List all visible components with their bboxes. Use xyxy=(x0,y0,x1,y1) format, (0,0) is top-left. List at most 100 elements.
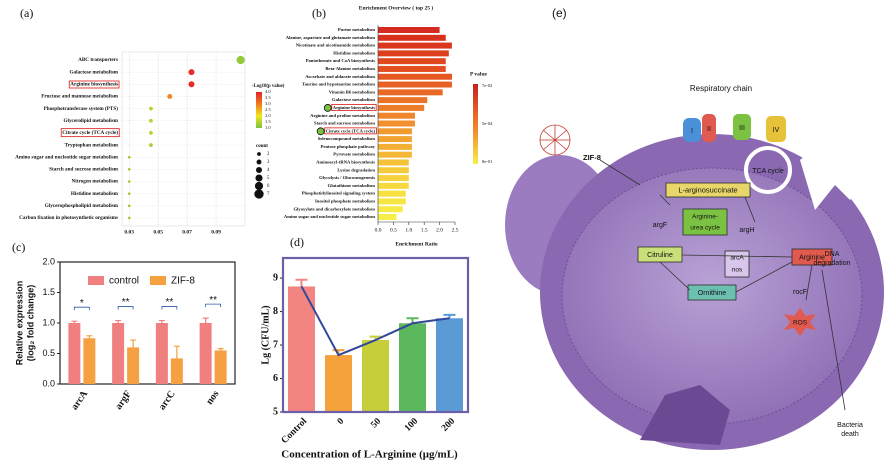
x-tick-label: 2.5 xyxy=(452,227,459,233)
node-label: L-arginosuccinate xyxy=(678,185,737,194)
dot xyxy=(127,155,131,159)
category-label: Pyruvate metabolism xyxy=(333,152,375,157)
legend-title: count xyxy=(256,144,268,149)
y-tick-label: 6 xyxy=(273,373,278,384)
tca-ring xyxy=(744,146,792,194)
pathway-arrows xyxy=(599,159,846,411)
dot xyxy=(149,131,153,135)
dot xyxy=(127,204,131,208)
category-label: Galactose metabolism xyxy=(332,97,375,102)
colorbar-tick-label: 1.5 xyxy=(265,119,271,124)
y-tick-label: 1.0 xyxy=(42,317,55,327)
size-legend-dot xyxy=(257,152,261,156)
node-label: Arginine xyxy=(799,254,825,261)
bar xyxy=(378,50,449,57)
bar xyxy=(378,182,409,189)
x-tick-label: 0.5 xyxy=(390,227,397,233)
category-label: Arginine biosynthesis xyxy=(70,81,118,87)
dot xyxy=(149,143,153,147)
error-bar xyxy=(202,317,209,328)
size-legend-label: 7 xyxy=(267,192,270,197)
legend-swatch xyxy=(150,276,166,285)
trend-line xyxy=(300,285,450,357)
x-tick-label: 0.03 xyxy=(124,229,134,235)
size-legend-dot xyxy=(256,167,262,173)
category-label: Glutathione metabolism xyxy=(328,183,376,188)
dna-label: DNA xyxy=(825,251,840,258)
y-axis-label: Lg (CFU/mL) xyxy=(260,305,271,364)
colorbar xyxy=(256,92,262,128)
x-axis-label: Enrichment Ratio xyxy=(395,241,438,247)
enzyme-label: nos xyxy=(732,267,743,274)
category-label: Citrate cycle (TCA cycle) xyxy=(62,129,118,136)
significance-label: ** xyxy=(209,295,217,306)
bar xyxy=(378,65,446,72)
y-tick-label: 1.5 xyxy=(42,287,55,297)
x-tick-label: 1.0 xyxy=(405,227,412,233)
tca-label: TCA cycle xyxy=(752,168,784,175)
urea-cycle-box xyxy=(682,208,728,236)
bar xyxy=(378,136,412,143)
dna-label: degradation xyxy=(814,260,851,267)
enzyme-label: arcA xyxy=(730,255,744,262)
colorbar-tick-label: 3.5 xyxy=(265,95,271,100)
category-label: Glycerolipid metabolism xyxy=(63,118,118,124)
bar xyxy=(378,58,446,65)
panel-label: (d) xyxy=(290,235,304,249)
size-legend-label: 3 xyxy=(267,160,270,165)
x-tick-label: 0 xyxy=(336,416,347,427)
node-label: urea cycle xyxy=(690,225,720,232)
bar xyxy=(378,112,415,119)
size-legend-label: 6 xyxy=(267,184,270,189)
category-label: Glycolysis / Gluconeogenesis xyxy=(319,175,375,180)
category-label: Histidine metabolism xyxy=(71,191,119,197)
bar xyxy=(378,120,415,127)
dot xyxy=(127,168,131,171)
bar xyxy=(378,206,403,213)
ros-burst xyxy=(784,308,816,336)
x-tick-label: arcC xyxy=(157,389,178,412)
y-tick-label: 0.5 xyxy=(42,348,55,358)
ornithine-box xyxy=(687,284,737,301)
significance-bracket xyxy=(117,306,134,310)
bar xyxy=(378,27,440,33)
bar xyxy=(436,318,463,412)
bar xyxy=(378,104,425,111)
dot xyxy=(149,118,153,123)
category-label: Ascorbate and aldarate metabolism xyxy=(305,74,375,79)
colorbar-tick-label: 2.0 xyxy=(265,113,271,118)
colorbar-tick-label: 1.0 xyxy=(265,125,271,130)
dot xyxy=(236,55,245,65)
category-label: Carbon fixation in photosynthetic organi… xyxy=(19,215,118,221)
death-label: Bacteria xyxy=(837,422,863,429)
plot-frame xyxy=(121,51,246,227)
complex-label: II xyxy=(707,126,711,133)
significance-label: ** xyxy=(122,297,130,308)
bar xyxy=(378,73,452,80)
highlight-box xyxy=(331,104,377,111)
bar xyxy=(325,355,352,412)
panel-c: (c) 0.0 0.5 1.0 1.5 2.0 Relative expression (lo… xyxy=(12,240,236,412)
error-bar xyxy=(86,335,93,341)
bar xyxy=(378,34,446,41)
highlight-marker xyxy=(323,104,332,112)
x-tick-label: Control xyxy=(280,416,310,446)
legend-label: control xyxy=(109,276,139,287)
category-label: Galactose metabolism xyxy=(69,69,118,75)
category-label: Arginine biosynthesis xyxy=(333,105,375,110)
bar xyxy=(378,128,412,135)
category-label: Phosphatidylinositol signaling system xyxy=(302,191,375,196)
y-axis-label: (log₂ fold change) xyxy=(25,285,35,362)
bar xyxy=(378,190,406,197)
category-label: Inositol phosphate metabolism xyxy=(315,198,375,203)
colorbar xyxy=(473,84,478,164)
bar xyxy=(378,159,409,166)
x-tick-label: 200 xyxy=(440,416,457,433)
legend-swatch xyxy=(88,276,104,285)
enzyme-label: argH xyxy=(739,227,754,234)
panel-e: (e) Respiratory chain I II III IV ZIF-8 … xyxy=(505,6,884,450)
category-label: Starch and sucrose metabolism xyxy=(314,121,375,126)
bar xyxy=(378,175,409,182)
bar xyxy=(378,89,443,96)
